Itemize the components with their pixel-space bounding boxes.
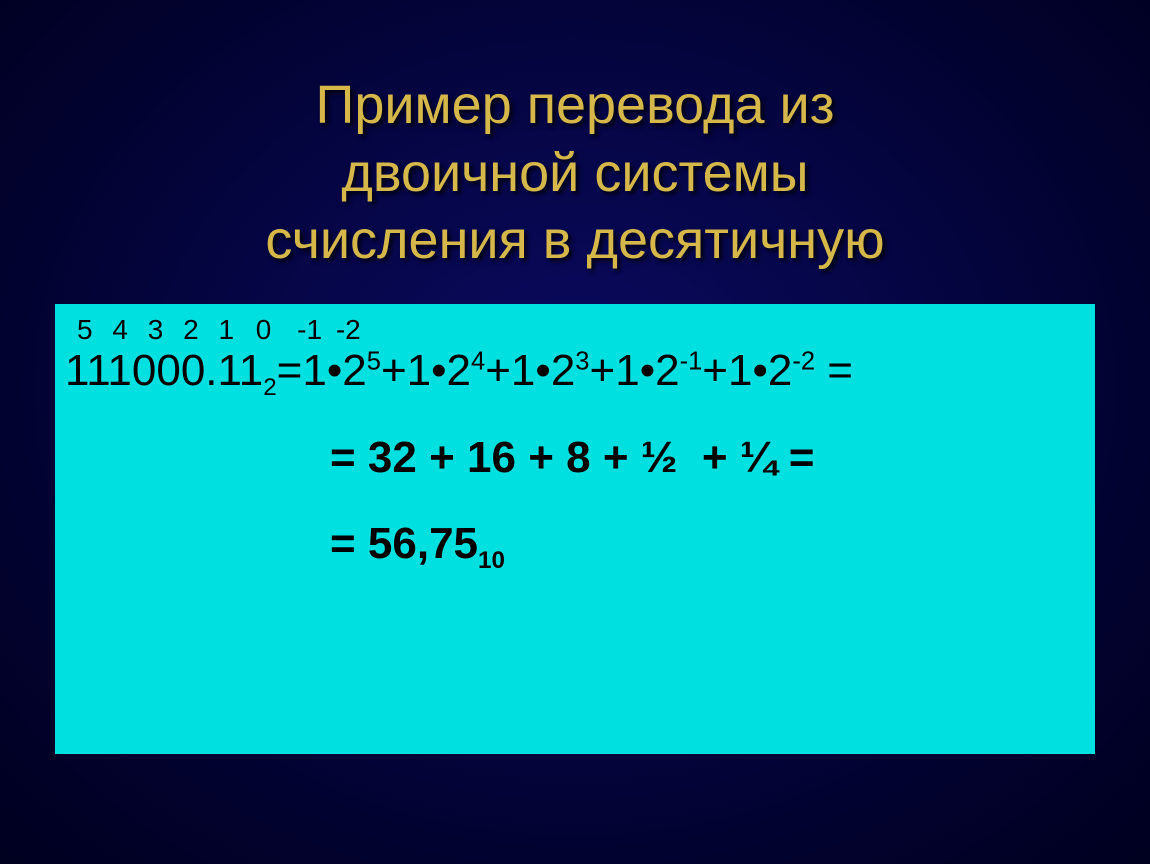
exp-5: 5 — [77, 314, 93, 345]
binary-base-sub: 2 — [263, 374, 276, 401]
title-line-1: Пример перевода из — [0, 72, 1150, 140]
term-1-base: 2 — [342, 346, 366, 395]
exp-0: 0 — [256, 314, 272, 345]
term-2-exp: 4 — [471, 347, 485, 375]
result-base-sub: 10 — [478, 547, 505, 574]
term-3-exp: 3 — [575, 347, 589, 375]
term-5-base: 2 — [768, 346, 792, 395]
term-1-coeff: 1 — [302, 346, 326, 395]
title-line-2: двоичной системы — [0, 140, 1150, 208]
result-value: 56,75 — [368, 519, 478, 568]
result-line: = 56,7510 — [65, 519, 1085, 570]
term-4-coeff: 1 — [615, 346, 639, 395]
exp-3: 3 — [148, 314, 164, 345]
term-5-exp: -2 — [792, 347, 815, 375]
sum-t4: ½ — [641, 433, 678, 482]
term-3-base: 2 — [551, 346, 575, 395]
term-4-exp: -1 — [680, 347, 703, 375]
sum-t5: ¼ — [740, 433, 777, 482]
exp-4: 4 — [112, 314, 128, 345]
title-line-3: счисления в десятичную — [0, 207, 1150, 275]
exp-1: 1 — [218, 314, 234, 345]
term-5-coeff: 1 — [728, 346, 752, 395]
term-3-coeff: 1 — [511, 346, 535, 395]
expansion-line-1: 111000.112=1•25+1•24+1•23+1•2-1+1•2-2 = — [65, 346, 1085, 397]
sum-t1: 32 — [368, 433, 417, 482]
sum-line: = 32 + 16 + 8 + ½ + ¼ = — [65, 433, 1085, 484]
term-2-coeff: 1 — [407, 346, 431, 395]
term-4-base: 2 — [655, 346, 679, 395]
exp-m1: -1 — [297, 314, 322, 345]
exp-2: 2 — [183, 314, 199, 345]
binary-number: 111000.11 — [65, 346, 263, 395]
worked-example-box: 5 4 3 2 1 0 -1 -2 111000.112=1•25+1•24+1… — [55, 304, 1095, 754]
sum-t2: 16 — [467, 433, 516, 482]
positional-exponents-row: 5 4 3 2 1 0 -1 -2 — [71, 314, 1085, 346]
exp-m2: -2 — [336, 314, 361, 345]
sum-t3: 8 — [566, 433, 590, 482]
slide-title: Пример перевода из двоичной системы счис… — [0, 72, 1150, 275]
term-1-exp: 5 — [367, 347, 381, 375]
term-2-base: 2 — [447, 346, 471, 395]
